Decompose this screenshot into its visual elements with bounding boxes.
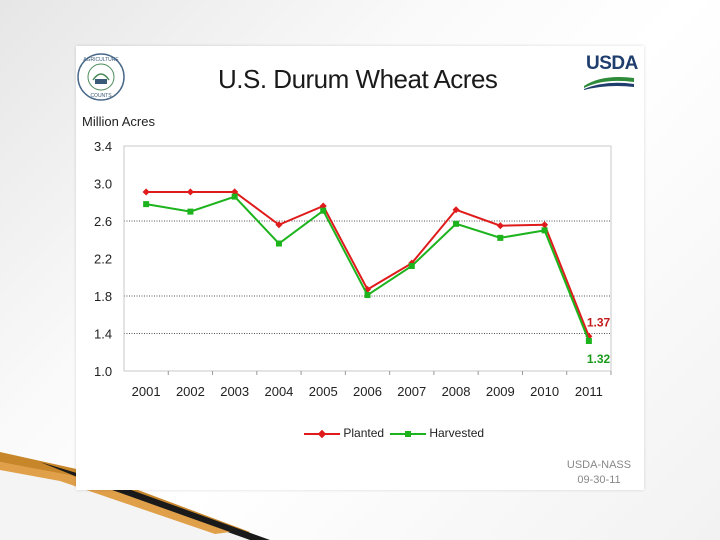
source-line-agency: USDA-NASS	[566, 459, 632, 471]
corner-stripe-light	[0, 462, 230, 534]
data-point-planted	[142, 188, 150, 196]
svg-text:AGRICULTURE: AGRICULTURE	[83, 57, 119, 63]
x-tick-label: 2008	[442, 384, 471, 399]
data-point-planted	[275, 221, 283, 229]
x-tick-label: 2011	[575, 384, 603, 399]
grid-layer	[124, 220, 611, 334]
nass-seal-logo: AGRICULTURE COUNTS	[77, 53, 125, 101]
y-tick-label: 1.0	[94, 364, 112, 379]
data-point-harvested	[364, 292, 371, 299]
data-point-harvested	[187, 208, 194, 215]
axis-layer: 1.0 1.4 1.8 2.2 2.6 3.0 3.4 2001 2002 2003 2004 200…	[94, 139, 612, 399]
data-point-harvested	[231, 193, 238, 200]
source-line-date: 09-30-11	[577, 474, 621, 486]
legend-swatch-harvested	[390, 430, 426, 437]
data-label-planted-2011: 1.37	[587, 315, 611, 329]
series-layer	[142, 188, 593, 344]
legend-item-harvested: Harvested	[390, 426, 484, 440]
data-label-harvested-2011: 1.32	[587, 352, 611, 366]
legend-label-planted: Planted	[343, 426, 385, 440]
y-tick-label: 1.8	[94, 289, 112, 304]
x-tick-label: 2004	[264, 384, 293, 399]
x-tick-label: 2009	[486, 384, 515, 399]
data-point-harvested	[541, 227, 548, 234]
x-tick-label: 2003	[220, 384, 249, 399]
data-point-harvested	[320, 207, 327, 214]
y-axis-unit-label: Million Acres	[82, 114, 155, 129]
y-tick-label: 2.2	[94, 252, 112, 267]
source-note: USDA-NASS 09-30-11	[554, 458, 644, 488]
label-layer: 1.37 1.32	[587, 315, 611, 366]
x-tick-label: 2001	[132, 384, 161, 399]
data-point-harvested	[585, 338, 592, 344]
x-tick-label: 2002	[176, 384, 205, 399]
y-tick-label: 3.0	[94, 177, 112, 192]
x-tick-label: 2006	[353, 384, 382, 399]
data-point-harvested	[453, 220, 460, 227]
plot-area-border	[123, 145, 612, 372]
x-tick-label: 2005	[309, 384, 338, 399]
line-chart: 1.0 1.4 1.8 2.2 2.6 3.0 3.4 2001 2002 2003 2004 200…	[94, 139, 612, 399]
data-point-planted	[186, 188, 194, 196]
data-point-planted	[496, 222, 504, 230]
legend-label-harvested: Harvested	[429, 426, 485, 440]
data-point-planted	[452, 206, 460, 214]
svg-text:COUNTS: COUNTS	[90, 93, 112, 99]
y-tick-label: 2.6	[94, 214, 112, 229]
y-tick-label: 3.4	[94, 139, 112, 154]
usda-logo-text: USDA	[586, 53, 638, 74]
chart-panel: AGRICULTURE COUNTS U.S. Durum Wheat Acre…	[76, 46, 644, 490]
series-line-planted	[146, 190, 590, 337]
y-tick-label: 1.4	[94, 327, 112, 342]
data-point-planted	[541, 221, 549, 229]
series-line-harvested	[145, 195, 590, 342]
data-point-harvested	[143, 201, 150, 208]
data-point-harvested	[275, 240, 282, 247]
data-point-harvested	[408, 263, 415, 269]
usda-logo-swoosh	[584, 77, 634, 90]
legend-item-planted: Planted	[304, 426, 384, 440]
legend-swatch-planted	[304, 429, 340, 439]
x-tick-label: 2010	[530, 384, 559, 399]
chart-title: U.S. Durum Wheat Acres	[218, 64, 498, 94]
data-point-harvested	[497, 234, 504, 241]
x-tick-label: 2007	[397, 384, 426, 399]
